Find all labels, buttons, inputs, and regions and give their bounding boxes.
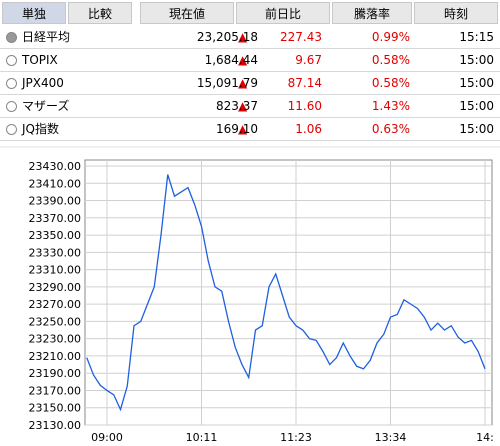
cell: 15:00	[459, 53, 494, 67]
tab[interactable]: 比較	[68, 2, 132, 24]
cell: 1,684.44	[204, 53, 258, 67]
up-icon: ▲	[238, 122, 248, 136]
table-row[interactable]: ▲ マザーズ 823.37 11.60 1.43% 15:00	[0, 95, 500, 118]
cell: 11.60	[287, 99, 322, 113]
radio[interactable]	[6, 124, 17, 135]
cell: 0.58%	[371, 76, 410, 90]
y-tick-label: 23250.00	[29, 315, 82, 328]
up-icon: ▲	[238, 30, 248, 44]
x-tick-label: 14:	[476, 431, 494, 444]
column-header: 現在値	[140, 2, 234, 24]
radio[interactable]	[6, 55, 17, 66]
chart: 23130.00 23150.00 23170.00 23190.00 23210.00…	[0, 148, 500, 446]
cell: 15:00	[459, 99, 494, 113]
up-icon: ▲	[238, 53, 248, 67]
column-header: 前日比	[236, 2, 330, 24]
table-row[interactable]: ▲ JQ指数 169.10 1.06 0.63% 15:00	[0, 118, 500, 141]
cell: 823.37	[216, 99, 258, 113]
cell: マザーズ	[22, 99, 70, 113]
y-tick-label: 23230.00	[29, 333, 82, 346]
column-header: 時刻	[414, 2, 498, 24]
radio[interactable]	[6, 101, 17, 112]
y-tick-label: 23310.00	[29, 264, 82, 277]
cell: 169.10	[216, 122, 258, 136]
x-tick-label: 11:23	[280, 431, 312, 444]
cell: 15,091.79	[196, 76, 258, 90]
y-tick-label: 23210.00	[29, 350, 82, 363]
cell: 9.67	[295, 53, 322, 67]
y-tick-label: 23290.00	[29, 281, 82, 294]
y-tick-label: 23350.00	[29, 229, 82, 242]
cell: 15:00	[459, 122, 494, 136]
price-line	[86, 174, 486, 412]
y-tick-label: 23150.00	[29, 402, 82, 415]
cell: 227.43	[280, 30, 322, 44]
cell: 1.43%	[371, 99, 410, 113]
x-tick-label: 13:34	[375, 431, 407, 444]
cell: 87.14	[287, 76, 322, 90]
plot-area	[84, 159, 493, 426]
table-row[interactable]: ▲ 日経平均 23,205.18 227.43 0.99% 15:15	[0, 26, 500, 49]
y-tick-label: 23390.00	[29, 195, 82, 208]
tab[interactable]: 単独	[2, 2, 66, 24]
y-tick-label: 23270.00	[29, 298, 82, 311]
cell: 0.58%	[371, 53, 410, 67]
cell: TOPIX	[22, 53, 58, 67]
column-header: 騰落率	[332, 2, 412, 24]
x-tick-label: 09:00	[91, 431, 123, 444]
y-tick-label: 23330.00	[29, 246, 82, 259]
x-tick-label: 10:11	[186, 431, 218, 444]
y-tick-label: 23370.00	[29, 212, 82, 225]
cell: 0.63%	[371, 122, 410, 136]
y-tick-label: 23170.00	[29, 384, 82, 397]
table-row[interactable]: ▲ TOPIX 1,684.44 9.67 0.58% 15:00	[0, 49, 500, 72]
cell: 15:00	[459, 76, 494, 90]
cell: 15:15	[459, 30, 494, 44]
radio[interactable]	[6, 78, 17, 89]
y-tick-label: 23190.00	[29, 367, 82, 380]
index-table: 単独 比較 現在値 前日比 騰落率 時刻 ▲ 日経平均 23,205.18 227.4…	[0, 0, 500, 146]
cell: 日経平均	[22, 30, 71, 44]
radio[interactable]	[6, 32, 17, 43]
y-tick-label: 23130.00	[29, 419, 82, 432]
y-tick-label: 23410.00	[29, 177, 82, 190]
y-tick-label: 23430.00	[29, 160, 82, 173]
cell: 0.99%	[371, 30, 410, 44]
table-row[interactable]: ▲ JPX400 15,091.79 87.14 0.58% 15:00	[0, 72, 500, 95]
up-icon: ▲	[238, 76, 248, 90]
cell: 23,205.18	[196, 30, 258, 44]
up-icon: ▲	[238, 99, 248, 113]
cell: JPX400	[22, 76, 64, 90]
cell: 1.06	[295, 122, 322, 136]
cell: JQ指数	[22, 122, 59, 136]
